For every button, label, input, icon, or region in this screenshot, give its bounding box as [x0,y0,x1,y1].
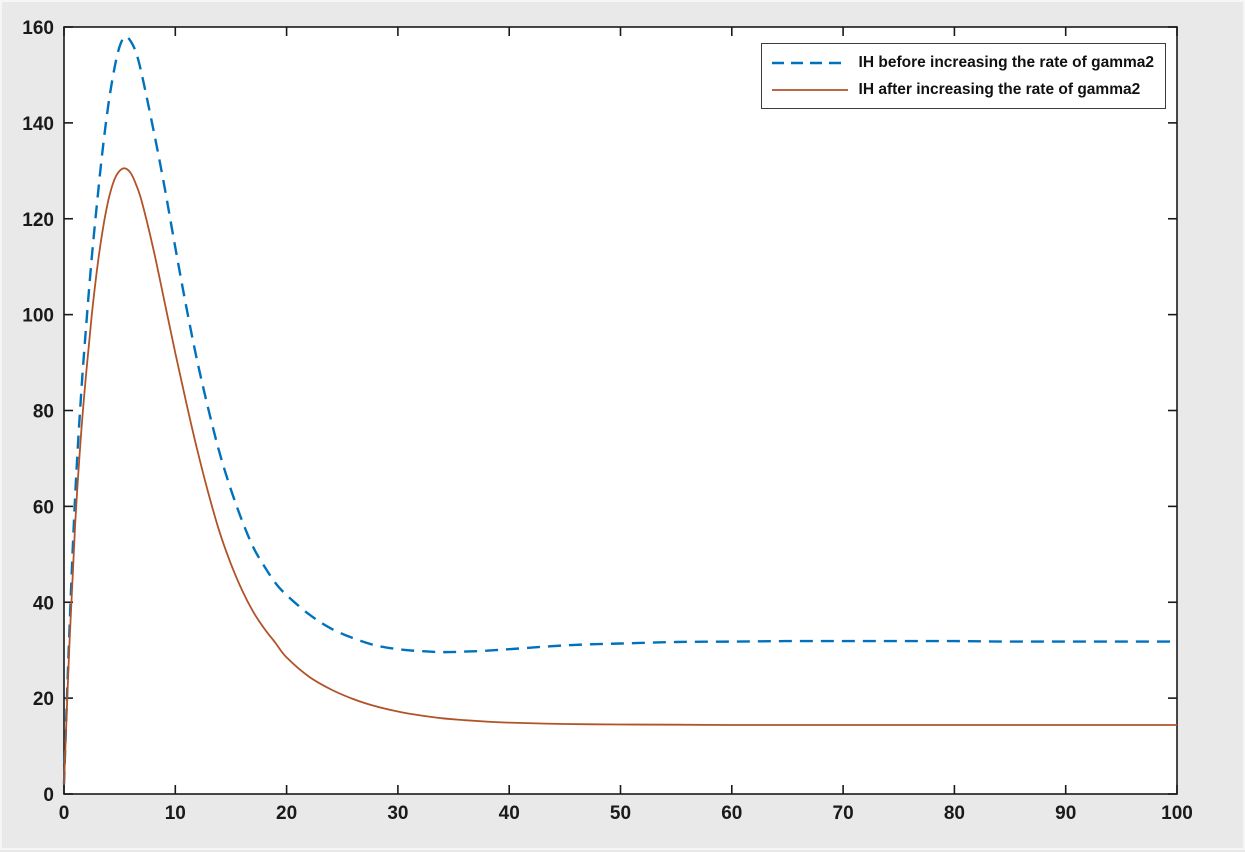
y-tick-label: 80 [33,402,54,423]
x-tick-label: 20 [276,803,297,824]
legend-label: IH after increasing the rate of gamma2 [858,80,1141,98]
series-line-1 [63,167,1177,785]
y-tick-label: 60 [33,497,54,518]
axis-box [63,26,1178,795]
y-tick-label: 160 [22,18,54,39]
x-tick-label: 70 [833,803,854,824]
x-tick-label: 50 [610,803,631,824]
x-tick-label: 30 [387,803,408,824]
series-line-0 [62,35,1177,785]
legend-line-sample-icon [771,88,848,91]
y-tick-label: 20 [33,689,54,710]
legend-line-sample-icon [771,61,848,64]
x-tick-label: 100 [1161,803,1193,824]
x-tick-label: 60 [721,803,742,824]
y-tick-label: 140 [22,114,54,135]
x-tick-label: 10 [165,803,186,824]
x-tick-label: 0 [59,803,70,824]
x-tick-label: 40 [499,803,520,824]
y-tick-label: 100 [22,306,54,327]
x-tick-label: 80 [944,803,965,824]
y-tick-label: 120 [22,210,54,231]
legend-row: IH after increasing the rate of gamma2 [770,76,1154,103]
legend-row: IH before increasing the rate of gamma2 [770,49,1154,76]
y-tick-label: 40 [33,593,54,614]
x-tick-label: 90 [1055,803,1076,824]
legend[interactable]: IH before increasing the rate of gamma2 I… [760,43,1166,109]
y-tick-label: 0 [43,785,54,806]
legend-label: IH before increasing the rate of gamma2 [858,53,1154,71]
